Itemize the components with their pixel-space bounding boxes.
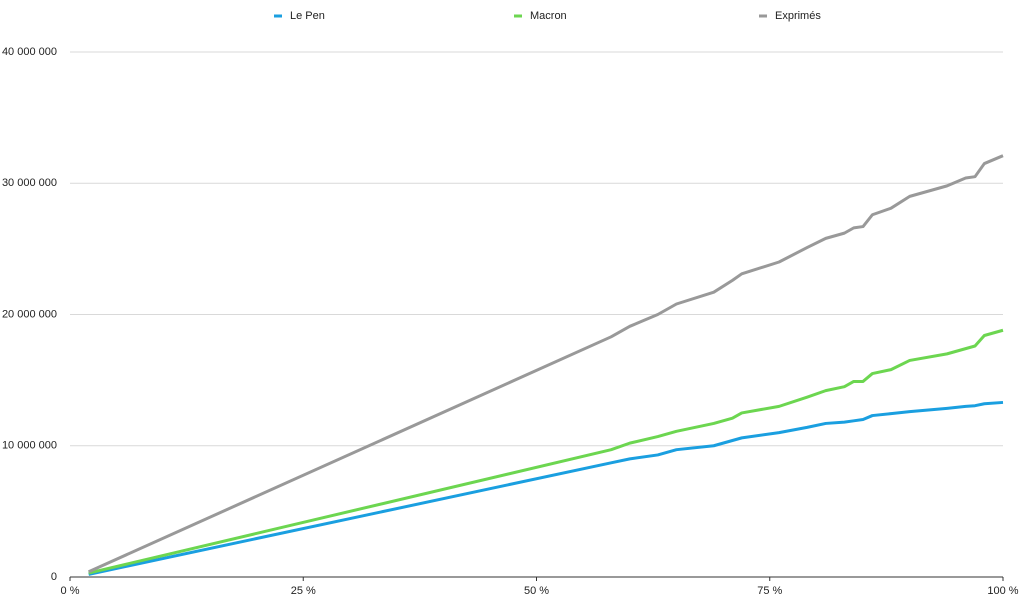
- series-line: [88, 328, 1004, 575]
- y-tick-label: 30 000 000: [2, 177, 57, 189]
- legend-label: Exprimés: [775, 10, 821, 22]
- legend-label: Macron: [530, 10, 567, 22]
- x-tick-label: 0 %: [61, 585, 80, 597]
- y-tick-label: 0: [51, 571, 57, 583]
- x-tick-label: 25 %: [291, 585, 316, 597]
- y-tick-label: 40 000 000: [2, 46, 57, 58]
- legend-label: Le Pen: [290, 10, 325, 22]
- x-tick-label: 100 %: [987, 585, 1018, 597]
- series-line: [88, 154, 1004, 574]
- y-tick-label: 10 000 000: [2, 440, 57, 452]
- y-tick-label: 20 000 000: [2, 308, 57, 320]
- x-tick-label: 75 %: [757, 585, 782, 597]
- series-line: [88, 400, 1004, 576]
- x-tick-label: 50 %: [524, 585, 549, 597]
